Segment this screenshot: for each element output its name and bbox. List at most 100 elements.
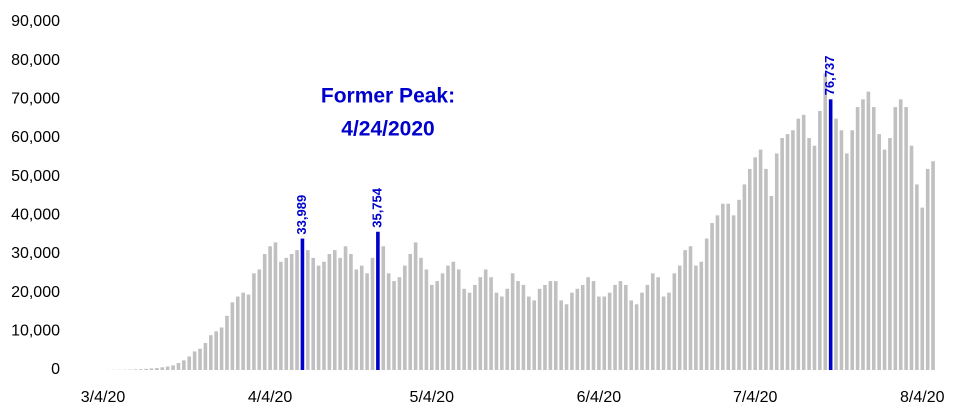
bar [731,215,736,370]
bar [769,196,774,370]
bar [667,292,671,370]
bar [289,254,294,370]
bar [376,231,380,370]
bar [473,284,477,370]
bar [699,261,704,370]
bar [915,184,919,370]
bar [553,281,558,370]
bar [548,281,553,370]
bar [656,277,660,370]
bar [306,250,310,370]
bar [726,203,731,370]
bar [359,265,364,370]
bar [559,300,563,370]
bar [171,365,175,370]
bar [537,288,542,370]
bar [516,281,520,370]
bar [602,296,607,370]
y-tick-label: 50,000 [11,168,60,185]
bar [834,118,838,371]
bar [721,203,725,370]
bar [332,250,337,370]
bar [354,269,359,370]
bar [230,302,235,370]
bar [877,134,881,370]
bar [753,157,757,370]
bar [683,250,687,370]
bar [758,149,763,370]
bar [650,273,655,370]
bar [451,261,456,370]
bar [268,246,272,370]
bar [591,281,596,370]
y-tick-label: 10,000 [11,323,60,340]
bar [192,351,197,370]
bar [187,356,192,370]
bar [284,257,289,370]
bar [710,223,714,370]
bar [155,368,159,370]
bar [845,153,849,370]
bar [327,254,332,370]
bar [494,292,499,370]
bar [715,215,720,370]
value-label: 33,989 [294,195,309,235]
y-tick-label: 80,000 [11,52,60,69]
x-tick-label: 3/4/20 [81,389,126,406]
bar [198,348,202,370]
bar [780,138,784,370]
bar [386,273,391,370]
bar [645,284,650,370]
bar [203,342,208,370]
bar [133,369,138,370]
bar [505,288,510,370]
bar [209,335,213,370]
bar [748,168,752,370]
bar [871,107,876,371]
bar [818,110,822,370]
bar [785,134,790,370]
y-tick-label: 70,000 [11,91,60,108]
bar [182,360,186,370]
bar [893,107,898,371]
bar [149,368,154,370]
bar [252,273,256,370]
bar [392,281,396,370]
bar [694,265,698,370]
x-tick-label: 5/4/20 [410,389,455,406]
bar [273,242,278,370]
bar [580,284,585,370]
bar [246,294,251,370]
bar [861,99,865,370]
bar [446,265,450,370]
bar [483,269,488,370]
bar [807,138,811,370]
bar [456,269,461,370]
bar [478,277,483,370]
bar [381,246,386,370]
bar [634,304,639,370]
y-tick-label: 90,000 [11,13,60,30]
bar [467,292,472,370]
bar [931,161,935,370]
bar [866,91,871,370]
bar [629,300,634,370]
annotation: 4/24/2020 [341,118,434,141]
bar [564,304,569,370]
bar [462,288,466,370]
bar [704,238,709,370]
bar [370,257,375,370]
bar [225,315,229,370]
bar [801,114,806,370]
bar [521,284,526,370]
y-tick-label: 30,000 [11,245,60,262]
bar [796,118,801,371]
bar [618,281,623,370]
x-tick-label: 7/4/20 [733,389,778,406]
bar [570,292,574,370]
bar [586,277,590,370]
bar [241,292,245,370]
bar [742,184,747,370]
bar [424,269,429,370]
y-tick-label: 0 [51,361,60,378]
